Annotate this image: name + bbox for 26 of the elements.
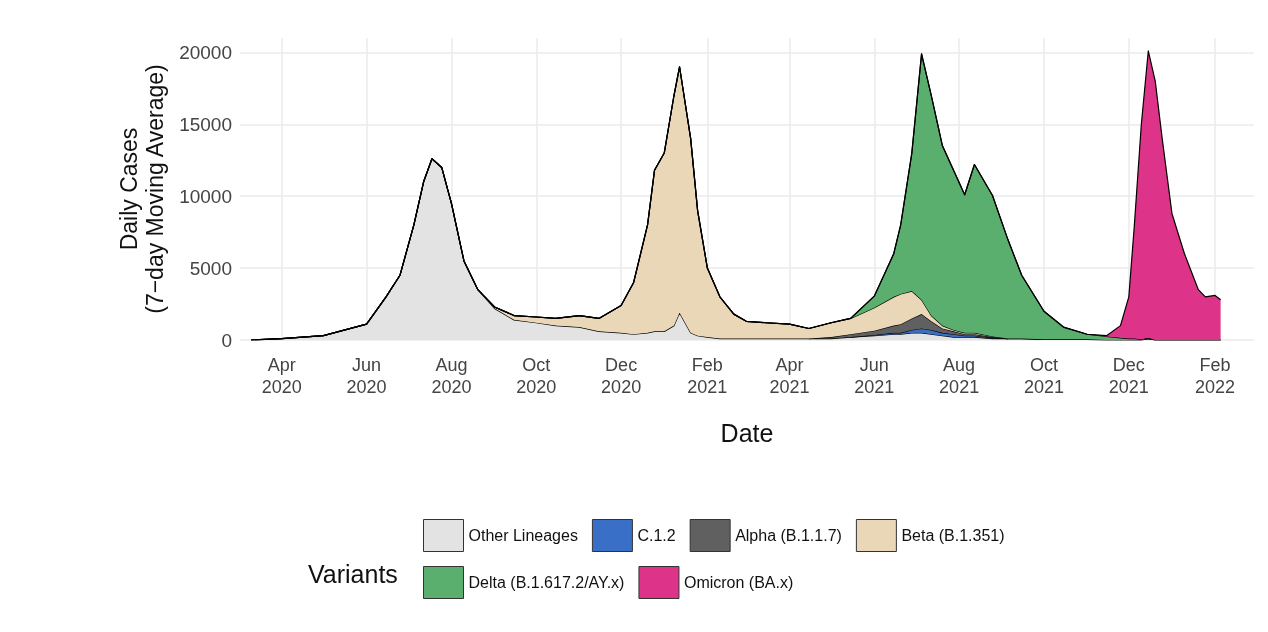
legend-title: Variants [308, 559, 398, 588]
x-tick-label: Jun 2020 [346, 355, 387, 397]
x-tick-label: Dec 2021 [1108, 355, 1149, 397]
y-tick-label: 5000 [189, 257, 232, 279]
x-tick-label: Aug 2020 [431, 355, 472, 397]
y-tick-label: 0 [221, 329, 232, 351]
x-tick-label: Feb 2022 [1195, 355, 1236, 397]
x-axis-title: Date [720, 418, 774, 447]
x-tick-label: Oct 2020 [516, 355, 557, 397]
legend-label: Beta (B.1.351) [901, 527, 1005, 544]
x-tick-label: Oct 2021 [1023, 355, 1064, 397]
legend-label: Delta (B.1.617.2/AY.x) [468, 574, 625, 591]
x-tick-label: Feb 2021 [687, 355, 728, 397]
y-axis-title: Daily Cases (7−day Moving Average) [116, 64, 168, 314]
y-tick-label: 20000 [179, 41, 232, 63]
x-tick-label: Apr 2021 [769, 355, 810, 397]
x-tick-label: Aug 2021 [939, 355, 980, 397]
legend-label: C.1.2 [637, 527, 676, 544]
y-tick-label: 15000 [179, 113, 232, 135]
legend-label: Other Lineages [468, 527, 578, 544]
y-tick-label: 10000 [179, 185, 232, 207]
legend-label: Omicron (BA.x) [683, 574, 794, 591]
legend-label: Alpha (B.1.1.7) [735, 527, 842, 544]
x-tick-label: Dec 2020 [601, 355, 642, 397]
x-tick-label: Jun 2021 [854, 355, 895, 397]
x-tick-label: Apr 2020 [261, 355, 302, 397]
